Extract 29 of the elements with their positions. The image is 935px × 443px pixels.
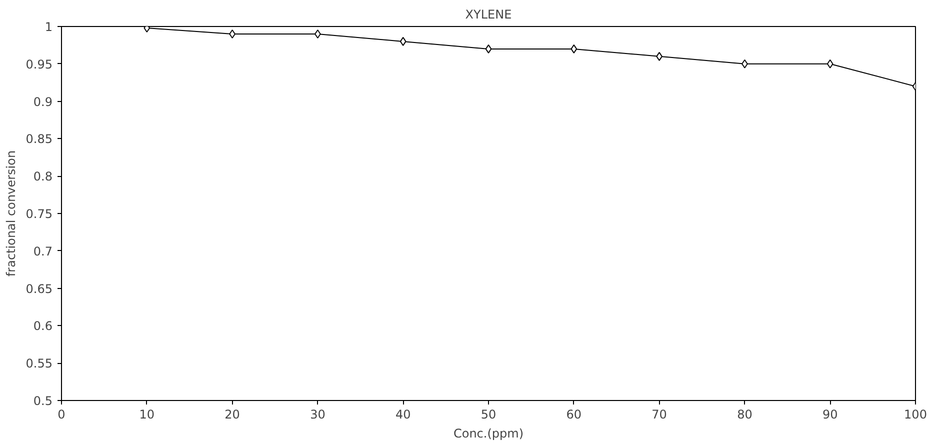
x-tick-label: 30 [310,408,326,422]
x-axis-title: Conc.(ppm) [453,426,524,440]
y-tick-label: 0.7 [33,244,53,258]
y-tick-label: 0.8 [33,170,53,184]
y-tick-label: 0.55 [26,356,52,371]
y-tick-label: 0.9 [33,94,53,109]
x-tick-label: 50 [480,408,496,422]
x-tick-label: 10 [139,408,155,422]
x-tick-label: 60 [566,408,582,422]
x-tick-label: 20 [224,408,240,422]
y-tick-label: 1 [44,20,53,34]
x-tick-label: 70 [652,408,667,422]
y-tick-label: 0.85 [26,132,52,146]
point [400,36,406,46]
y-tick-label: 0.65 [26,282,52,296]
x-tick-label: 40 [395,408,411,422]
point [826,59,834,68]
x-tick-label: 0 [58,408,66,422]
point [570,44,578,54]
x-tick-label: 80 [737,408,752,422]
x-tick-label: 100 [904,408,927,422]
y-tick-label: 0.95 [26,57,52,72]
point [485,44,492,54]
y-tick-label: 0.75 [26,207,52,221]
x-tick-label: 90 [822,408,838,422]
y-tick-label: 0.5 [33,394,53,408]
y-axis-title: fractional conversion [4,150,18,277]
chart-title: XYLENE [465,8,512,22]
y-tick-label: 0.6 [33,319,53,334]
